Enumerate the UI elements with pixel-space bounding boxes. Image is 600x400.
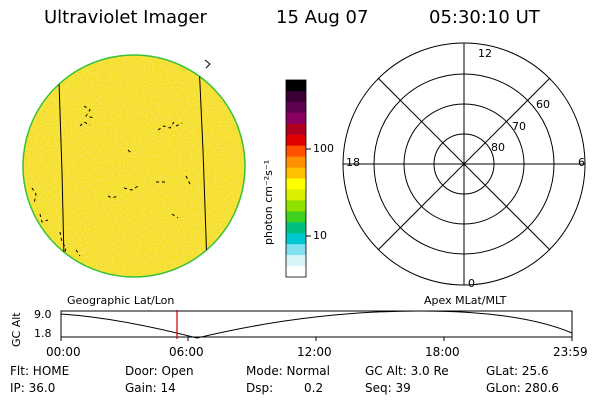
timeline-x-tick-1800: 18:00 bbox=[425, 345, 460, 359]
colorbar-tick-label-100: 100 bbox=[313, 142, 334, 155]
mlt-label-12: 12 bbox=[478, 47, 492, 60]
geographic-panel-label: Geographic Lat/Lon bbox=[67, 294, 175, 307]
mlat-label-80: 80 bbox=[491, 141, 505, 154]
colorbar-tick-label-10: 10 bbox=[313, 229, 327, 242]
mlat-label-70: 70 bbox=[512, 120, 526, 133]
status-geo-lat: GLat: 25.6 bbox=[486, 364, 549, 378]
emission-speckle bbox=[23, 55, 245, 277]
time-label: 05:30:10 UT bbox=[429, 7, 540, 28]
earth-limb bbox=[22, 54, 246, 278]
mlt-label-18: 18 bbox=[346, 156, 360, 169]
meridian-diag-2 bbox=[377, 77, 551, 251]
polar-grid bbox=[342, 42, 586, 286]
date-label: 15 Aug 07 bbox=[276, 7, 369, 28]
color-scale-band bbox=[286, 233, 306, 245]
timeline-x-tick-2359: 23:59 bbox=[553, 345, 588, 359]
altitude-curve bbox=[60, 310, 573, 339]
coastline-outlines bbox=[31, 105, 191, 257]
timeline-y-tick-max: 9.0 bbox=[34, 308, 52, 321]
color-scale-band bbox=[286, 145, 306, 158]
color-scale-band bbox=[286, 123, 306, 136]
color-scale-band bbox=[286, 255, 306, 267]
color-scale-band bbox=[286, 167, 306, 180]
timeline-ticks bbox=[60, 337, 573, 341]
instrument-title: Ultraviolet Imager bbox=[44, 7, 207, 28]
color-scale-band bbox=[286, 80, 306, 92]
mlat-label-60: 60 bbox=[536, 98, 550, 111]
timeline-y-tick-min: 1.8 bbox=[34, 327, 52, 340]
status-mode: Mode: Normal bbox=[246, 364, 330, 378]
status-door: Door: Open bbox=[125, 364, 194, 378]
mlt-label-6: 6 bbox=[578, 156, 585, 169]
geographic-image bbox=[22, 54, 246, 278]
timeline-x-tick-0000: 00:00 bbox=[46, 345, 81, 359]
timeline-x-tick-1200: 12:00 bbox=[297, 345, 332, 359]
color-scale-bar bbox=[286, 80, 306, 278]
color-scale-band bbox=[286, 112, 306, 125]
color-scale-band bbox=[286, 134, 306, 147]
color-scale-band bbox=[286, 156, 306, 169]
status-ip: IP: 36.0 bbox=[10, 381, 56, 395]
status-gain: Gain: 14 bbox=[125, 381, 176, 395]
color-scale-band bbox=[286, 222, 306, 234]
limb-marker bbox=[204, 59, 211, 69]
polar-panel-label: Apex MLat/MLT bbox=[424, 294, 507, 307]
color-scale-frame bbox=[285, 79, 307, 278]
color-scale-band bbox=[286, 90, 306, 103]
color-scale-band bbox=[286, 101, 306, 114]
timeline-y-label: GC Alt bbox=[10, 312, 23, 347]
status-flight: Flt: HOME bbox=[10, 364, 70, 378]
mlt-label-0: 0 bbox=[468, 277, 475, 290]
colorbar-unit-label: photon cm⁻²s⁻¹ bbox=[262, 159, 275, 245]
status-sequence: Seq: 39 bbox=[365, 381, 411, 395]
color-scale-band bbox=[286, 189, 306, 201]
color-scale-band bbox=[286, 178, 306, 191]
status-dsp-label: Dsp: bbox=[246, 381, 274, 395]
color-scale-band bbox=[286, 211, 306, 223]
status-gc-altitude: GC Alt: 3.0 Re bbox=[365, 364, 449, 378]
status-geo-lon: GLon: 280.6 bbox=[486, 381, 559, 395]
status-dsp-value: 0.2 bbox=[304, 381, 324, 395]
color-scale-band bbox=[286, 200, 306, 212]
timeline-x-tick-0600: 06:00 bbox=[169, 345, 204, 359]
color-scale-band bbox=[286, 266, 306, 278]
color-scale-band bbox=[286, 244, 306, 256]
